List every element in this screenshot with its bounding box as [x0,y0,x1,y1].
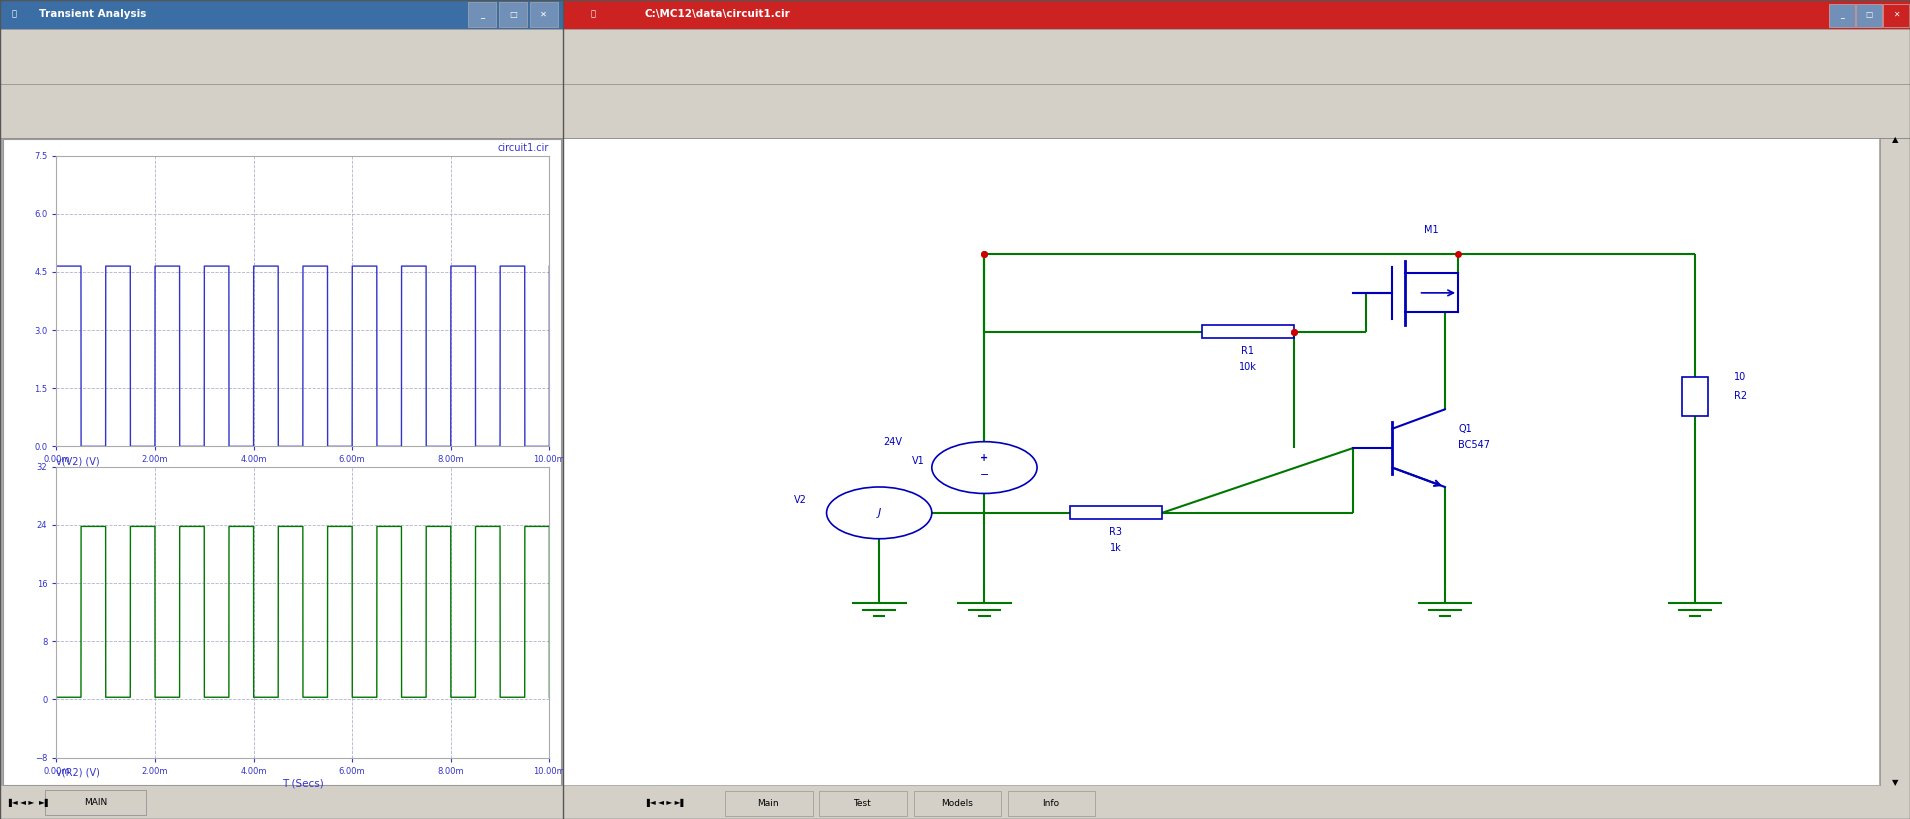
Bar [913,791,1001,816]
Bar [563,84,1910,138]
Text: v(V2) (V): v(V2) (V) [57,456,99,466]
Text: □: □ [1866,10,1872,19]
Text: M1: M1 [1425,224,1438,234]
Text: 10: 10 [1734,372,1746,382]
Text: ▐◄ ◄ ►  ►▌: ▐◄ ◄ ► ►▌ [6,799,50,807]
Text: R2: R2 [1734,391,1748,401]
Text: MAIN: MAIN [84,799,107,807]
Bar [1070,506,1161,519]
Bar [529,2,558,27]
Text: 1k: 1k [1110,544,1121,554]
Text: J: J [877,508,881,518]
Bar [468,2,497,27]
Bar [0,786,563,819]
Text: C:\MC12\data\circuit1.cir: C:\MC12\data\circuit1.cir [644,9,791,20]
Bar [726,791,812,816]
Text: 24V: 24V [882,437,902,446]
Text: v(R2) (V): v(R2) (V) [57,767,99,777]
Bar [1883,4,1908,27]
Text: ▼: ▼ [1893,778,1899,786]
Bar [499,2,527,27]
Bar [2,139,562,785]
Bar [563,0,1910,29]
Bar [0,84,563,138]
Text: _: _ [479,10,483,19]
Text: ⬛: ⬛ [11,10,17,19]
Text: ⬛: ⬛ [590,10,596,19]
Bar [1201,325,1293,338]
Text: R3: R3 [1110,527,1123,537]
Text: ✕: ✕ [541,10,548,19]
Bar [46,790,147,815]
Text: 10k: 10k [1238,362,1257,373]
Text: circuit1.cir: circuit1.cir [499,143,550,152]
Bar [0,0,563,29]
Text: BC547: BC547 [1457,440,1490,450]
Bar [1879,138,1910,786]
Text: R1: R1 [1242,346,1255,356]
Bar [563,786,1910,819]
Bar [1830,4,1855,27]
Bar [819,791,907,816]
Text: Test: Test [854,799,871,808]
Text: Models: Models [942,799,972,808]
Bar [1008,791,1094,816]
Text: □: □ [508,10,518,19]
Text: ▲: ▲ [1893,135,1899,143]
Bar [1681,377,1708,416]
Text: Main: Main [756,799,779,808]
Text: T (Secs): T (Secs) [283,778,323,788]
Bar [563,29,1910,84]
Text: Q1: Q1 [1457,423,1473,434]
Text: V1: V1 [913,456,924,466]
Bar [0,29,563,84]
Text: ▐◄ ◄ ► ►▌: ▐◄ ◄ ► ►▌ [644,799,686,807]
Text: ✕: ✕ [1893,10,1899,19]
Text: Info: Info [1043,799,1060,808]
Bar [1857,4,1881,27]
Text: _: _ [1839,10,1843,19]
Text: V2: V2 [795,495,806,505]
Text: +: + [980,453,989,463]
Bar [563,138,1879,785]
Text: Transient Analysis: Transient Analysis [40,9,147,20]
Text: −: − [980,470,989,480]
